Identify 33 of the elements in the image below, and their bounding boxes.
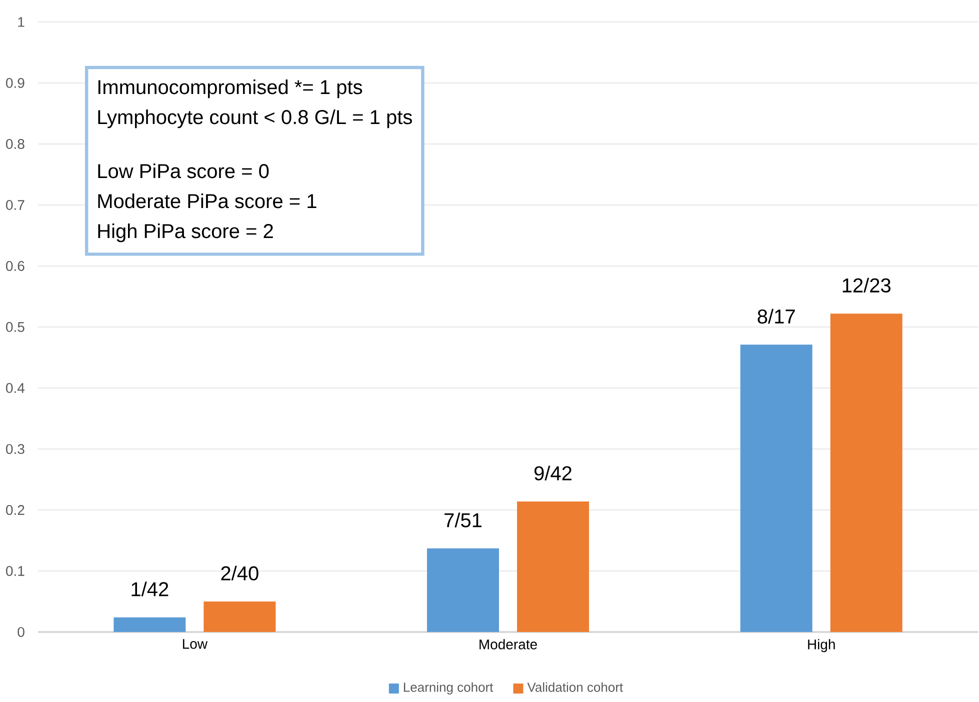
- x-tick-label: Low: [182, 639, 208, 649]
- annotation: Immunocompromised *= 1 pts: [98, 80, 362, 98]
- bar: [114, 617, 186, 632]
- annotation: Lymphocyte count < 0.8 G/L = 1 pts: [98, 110, 412, 128]
- bar: [204, 601, 276, 632]
- x-tick-label: Moderate: [480, 639, 537, 650]
- legend-label: Validation cohort: [527, 682, 623, 692]
- y-tick-label: 0.8: [6, 139, 24, 149]
- y-tick-label: 0.4: [6, 383, 25, 393]
- annotation: Low PiPa score = 0: [98, 164, 269, 178]
- y-tick-label: 0.1: [6, 566, 24, 576]
- y-tick-label: 0.9: [6, 78, 24, 88]
- y-tick-label: 0.3: [6, 444, 24, 454]
- data-label: 12/23: [842, 278, 890, 293]
- bar: [427, 548, 500, 632]
- data-label: 8/17: [758, 308, 795, 324]
- annotation: High PiPa score = 2: [98, 224, 273, 242]
- data-label: 7/51: [444, 512, 482, 528]
- legend-label: Learning cohort: [404, 682, 494, 694]
- annotation: Moderate PiPa score = 1: [98, 194, 316, 208]
- y-tick-label: 0.2: [6, 505, 24, 515]
- bar: [517, 501, 590, 632]
- data-label: 2/40: [221, 566, 258, 580]
- y-tick-label: 1: [18, 17, 24, 27]
- data-label: 1/42: [132, 582, 168, 596]
- data-label: 9/42: [534, 466, 572, 480]
- bar: [740, 344, 812, 632]
- y-tick-label: 0.7: [6, 200, 24, 210]
- x-tick-label: High: [808, 639, 835, 652]
- bar: [830, 314, 902, 632]
- y-tick-label: 0.5: [6, 322, 24, 332]
- y-tick-label: 0.6: [6, 261, 24, 271]
- y-tick-label: 0: [18, 627, 24, 637]
